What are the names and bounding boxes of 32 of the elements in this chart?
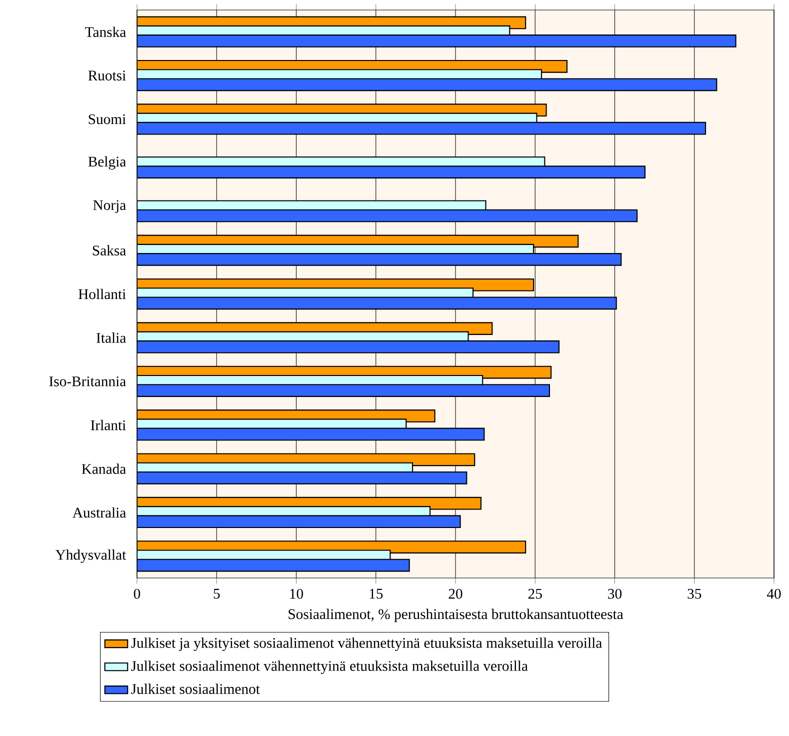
y-tick-label: Ruotsi — [88, 70, 126, 80]
y-tick-label: Iso-Britannia — [49, 376, 126, 386]
y-tick-label: Yhdysvallat — [55, 550, 126, 563]
y-tick-label: Tanska — [85, 26, 126, 38]
bar — [137, 166, 646, 178]
y-tick-label: Italia — [96, 332, 126, 343]
y-tick-label: Suomi — [88, 114, 126, 124]
bar — [137, 471, 468, 484]
x-tick-label: 30 — [608, 588, 622, 599]
y-tick-label: Hollanti — [78, 288, 126, 300]
y-tick-label: Australia — [72, 507, 126, 518]
x-tick-label: 10 — [290, 588, 304, 599]
x-tick-label: 20 — [448, 588, 462, 599]
y-tick-label: Kanada — [82, 464, 126, 474]
bar — [137, 515, 461, 528]
bar — [137, 384, 550, 397]
x-axis-title: Sosiaalimenot, % perushintaisesta bruttokansantuotteesta — [288, 608, 624, 622]
bar — [137, 34, 736, 48]
legend-label: Julkiset ja yksityiset sosiaalimenot vähennettyinä etuuksista maksetuilla veroilla — [131, 638, 602, 651]
y-tick-label: Saksa — [92, 245, 126, 256]
bar — [137, 253, 622, 266]
x-tick-label: 0 — [134, 588, 140, 599]
y-tick-label: Belgia — [88, 156, 126, 170]
legend-label: Julkiset sosiaalimenot vähennettyinä etuuksista maksetuilla veroilla — [131, 660, 528, 674]
x-tick-label: 35 — [688, 588, 702, 599]
y-tick-label: Irlanti — [90, 420, 126, 430]
x-tick-label: 5 — [214, 588, 220, 599]
x-tick-label: 40 — [766, 588, 781, 599]
x-tick-label: 15 — [370, 588, 383, 599]
x-tick-label: 25 — [528, 588, 542, 599]
legend-label: Julkiset sosiaalimenot — [131, 684, 260, 694]
y-tick-label: Norja — [93, 200, 126, 214]
